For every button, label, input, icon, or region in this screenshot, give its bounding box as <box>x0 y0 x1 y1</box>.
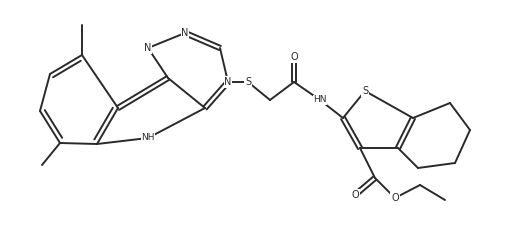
Text: O: O <box>351 190 359 200</box>
Text: N: N <box>181 28 189 38</box>
Text: S: S <box>245 77 251 87</box>
Text: HN: HN <box>313 95 327 104</box>
Text: O: O <box>290 52 298 62</box>
Text: O: O <box>391 193 399 203</box>
Text: S: S <box>362 86 368 96</box>
Text: N: N <box>225 77 232 87</box>
Text: NH: NH <box>141 133 155 142</box>
Text: N: N <box>144 43 152 53</box>
